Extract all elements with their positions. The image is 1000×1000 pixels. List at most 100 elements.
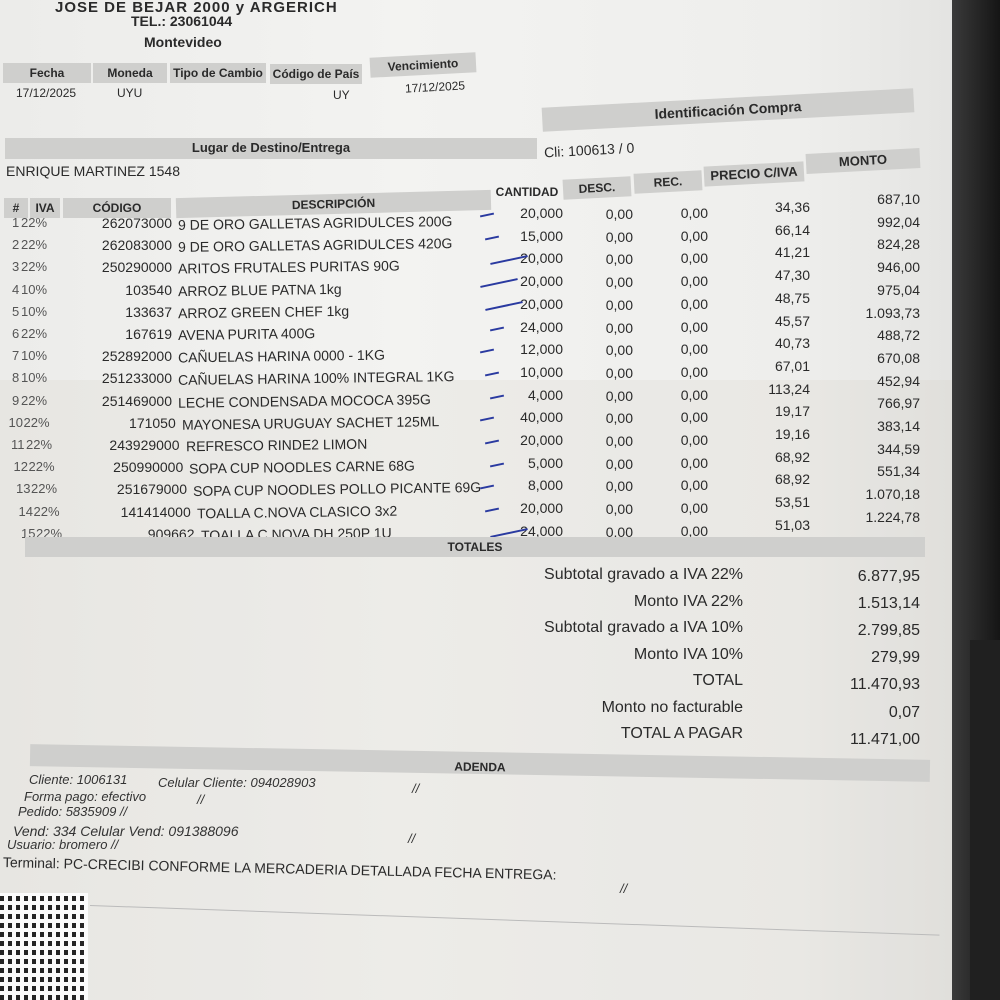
table-row: 7 10% 252892000 CAÑUELAS HARINA 0000 - 1KG 1…	[0, 327, 940, 370]
table-row: 8 10% 251233000 CAÑUELAS HARINA 100% INTEGR…	[0, 350, 940, 392]
table-row: 14 22% 141414000 TOALLA C.NOVA CLASICO 3x2 2…	[0, 486, 940, 526]
row-codigo: 262083000	[101, 237, 172, 254]
adenda-cliente: Cliente: 1006131	[29, 772, 128, 787]
row-recargo: 0,00	[680, 454, 708, 471]
row-cantidad: 12,000	[520, 341, 563, 358]
col-header-num: #	[4, 198, 28, 218]
adenda-vendedor: Vend: 334 Celular Vend: 091388096	[13, 823, 239, 839]
handwritten-check-mark	[479, 212, 495, 218]
row-descuento: 0,00	[605, 433, 633, 449]
adenda-forma-pago: Forma pago: efectivo	[24, 789, 147, 804]
row-recargo: 0,00	[680, 341, 708, 358]
adenda-sep-4: //	[620, 881, 628, 896]
background-edge-lower	[970, 640, 1000, 1000]
row-precio: 40,73	[774, 335, 810, 352]
row-descripcion: CAÑUELAS HARINA 0000 - 1KG	[177, 346, 386, 366]
row-monto: 766,97	[877, 395, 920, 412]
table-row: 11 22% 243929000 REFRESCO RINDE2 LIMON 20,00…	[0, 418, 940, 459]
row-iva: 22%	[28, 459, 55, 475]
info-moneda: UYU	[117, 86, 143, 100]
row-number: 8	[12, 370, 20, 386]
row-codigo: 243929000	[109, 437, 180, 453]
handwritten-check-mark	[479, 348, 495, 354]
table-row: 5 10% 133637 ARROZ GREEN CHEF 1kg 20,000 0,00…	[0, 282, 940, 326]
row-codigo: 252892000	[101, 348, 172, 365]
row-descuento: 0,00	[605, 364, 633, 381]
total-label: Monto no facturable	[601, 698, 743, 716]
row-precio: 51,03	[774, 516, 810, 533]
total-value: 0,07	[888, 703, 920, 721]
row-cantidad: 20,000	[520, 250, 563, 267]
row-descuento: 0,00	[605, 206, 633, 222]
row-cantidad: 40,000	[520, 409, 563, 426]
totales-title: TOTALES	[25, 537, 925, 557]
row-monto: 975,04	[877, 281, 920, 298]
paper-shade	[0, 380, 955, 1000]
row-codigo: 103540	[125, 281, 172, 298]
adenda-sep-1: //	[412, 781, 420, 796]
adenda-sep-2: //	[197, 792, 205, 807]
row-number: 5	[12, 303, 20, 319]
row-monto: 946,00	[877, 259, 920, 276]
row-iva: 10%	[21, 303, 48, 319]
row-iva: 22%	[31, 481, 58, 497]
row-monto: 687,10	[877, 191, 920, 207]
row-recargo: 0,00	[680, 500, 708, 517]
compra-title: Identificación Compra	[541, 88, 915, 132]
row-precio: 68,92	[774, 471, 810, 488]
row-descuento: 0,00	[605, 228, 633, 245]
total-label: Subtotal gravado a IVA 10%	[544, 619, 743, 636]
row-monto: 344,59	[877, 440, 920, 457]
row-precio: 68,92	[774, 448, 810, 465]
row-codigo: 251469000	[101, 392, 172, 409]
compra-cliente: Cli: 100613 / 0	[543, 139, 635, 161]
row-recargo: 0,00	[680, 477, 708, 494]
row-codigo: 167619	[125, 326, 172, 342]
company-phone: TEL.: 23061044	[131, 13, 233, 29]
row-precio: 19,17	[774, 403, 810, 420]
row-codigo: 262073000	[101, 215, 172, 231]
row-descripcion: LECHE CONDENSADA MOCOCA 395G	[177, 390, 431, 411]
row-cantidad: 20,000	[520, 295, 563, 312]
row-descripcion: TOALLA C.NOVA CLASICO 3x2	[196, 502, 398, 521]
row-monto: 1.093,73	[865, 304, 921, 321]
row-number: 10	[8, 414, 23, 430]
total-value: 11.471,00	[850, 730, 920, 748]
row-precio: 41,21	[774, 244, 810, 261]
row-codigo: 250990000	[113, 459, 184, 476]
row-iva: 22%	[21, 215, 48, 230]
row-monto: 488,72	[877, 327, 920, 344]
row-number: 4	[12, 281, 20, 297]
row-descuento: 0,00	[605, 410, 633, 427]
row-descuento: 0,00	[605, 501, 633, 518]
row-recargo: 0,00	[680, 250, 708, 267]
total-label: Subtotal gravado a IVA 22%	[544, 566, 743, 583]
row-descripcion: MAYONESA URUGUAY SACHET 125ML	[181, 413, 440, 433]
row-cantidad: 4,000	[527, 386, 563, 403]
row-descuento: 0,00	[605, 455, 633, 472]
row-iva: 22%	[21, 326, 48, 341]
row-iva: 10%	[21, 281, 48, 297]
qr-code	[0, 893, 88, 1000]
info-codigo-pais: UY	[333, 88, 350, 102]
row-cantidad: 5,000	[527, 454, 563, 471]
row-cantidad: 24,000	[520, 318, 563, 335]
destino-address: ENRIQUE MARTINEZ 1548	[6, 163, 181, 179]
row-precio: 19,16	[774, 426, 810, 442]
row-descripcion: SOPA CUP NOODLES CARNE 68G	[189, 457, 416, 477]
row-recargo: 0,00	[680, 386, 708, 403]
col-header-codigo: CÓDIGO	[63, 198, 171, 218]
row-cantidad: 20,000	[520, 500, 563, 517]
row-precio: 113,24	[768, 380, 810, 397]
row-precio: 66,14	[774, 221, 810, 238]
row-precio: 47,30	[774, 267, 810, 284]
row-precio: 48,75	[774, 289, 810, 306]
row-descuento: 0,00	[605, 342, 633, 359]
row-descripcion: CAÑUELAS HARINA 100% INTEGRAL 1KG	[177, 368, 455, 389]
row-cantidad: 24,000	[520, 522, 563, 539]
col-header-rec: REC.	[633, 170, 703, 194]
row-precio: 34,36	[774, 199, 810, 215]
total-value: 2.799,85	[857, 622, 920, 640]
destino-title: Lugar de Destino/Entrega	[5, 138, 537, 159]
row-number: 14	[18, 503, 33, 519]
